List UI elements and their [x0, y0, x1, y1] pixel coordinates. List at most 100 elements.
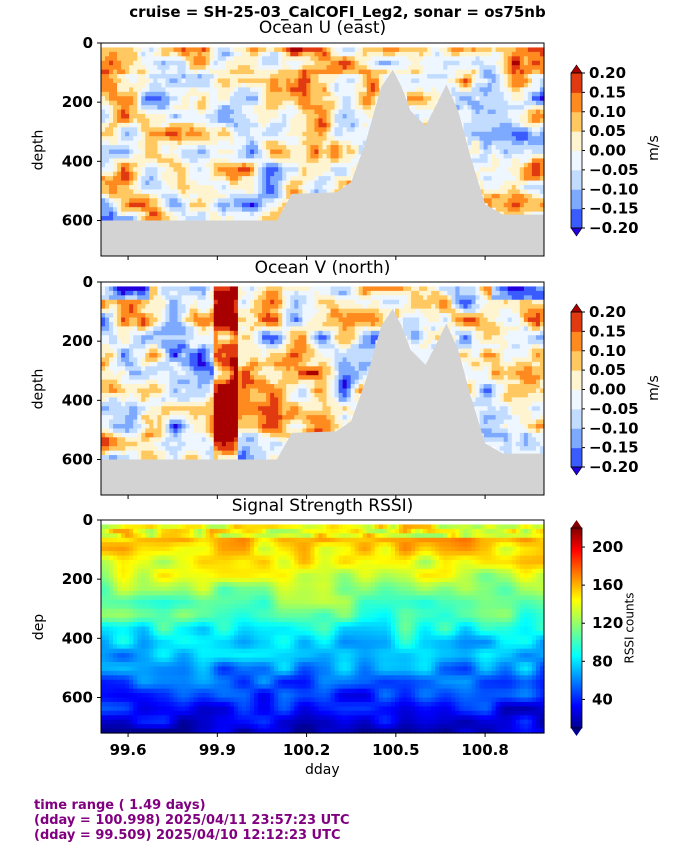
heatmap-cell [270, 131, 275, 137]
heatmap-cell [113, 176, 118, 182]
heatmap-cell [193, 105, 199, 111]
heatmap-cell [173, 216, 179, 222]
heatmap-cell [535, 105, 541, 111]
heatmap-cell [487, 171, 493, 177]
heatmap-cell [423, 47, 428, 53]
heatmap-cell [237, 47, 243, 53]
heatmap-cell [113, 299, 118, 305]
heatmap-cell [197, 313, 203, 319]
heatmap-cell [113, 158, 118, 164]
heatmap-cell [193, 321, 199, 327]
heatmap-cell [153, 299, 158, 305]
heatmap-cell [185, 176, 191, 182]
heatmap-cell [201, 69, 207, 75]
heatmap-cell [527, 207, 533, 213]
heatmap-cell [193, 424, 199, 430]
heatmap-cell [326, 131, 332, 137]
heatmap-cell [431, 96, 436, 102]
heatmap-cell [221, 361, 227, 367]
heatmap-cell [189, 424, 195, 430]
heatmap-cell [262, 198, 267, 204]
heatmap-cell [157, 109, 163, 115]
heatmap-cell [262, 189, 267, 195]
heatmap-cell [250, 56, 255, 62]
heatmap-cell [511, 131, 517, 137]
heatmap-cell [109, 339, 114, 345]
heatmap-cell [105, 105, 110, 111]
heatmap-cell [262, 51, 267, 57]
heatmap-cell [278, 207, 283, 213]
heatmap-cell [121, 96, 126, 102]
heatmap-cell [519, 185, 525, 191]
heatmap-cell [205, 193, 211, 199]
heatmap-cell [129, 114, 134, 120]
heatmap-cell [250, 180, 255, 186]
heatmap-cell [157, 176, 163, 182]
heatmap-cell [475, 171, 481, 177]
heatmap-cell [101, 330, 106, 336]
heatmap-cell [117, 406, 122, 412]
heatmap-cell [495, 180, 501, 186]
heatmap-cell [294, 96, 299, 102]
heatmap-cell [258, 299, 263, 305]
heatmap-cell [137, 185, 142, 191]
heatmap-cell [157, 140, 163, 146]
heatmap-cell [145, 384, 150, 390]
heatmap-cell [161, 69, 167, 75]
heatmap-cell [165, 339, 171, 345]
heatmap-cell [101, 290, 106, 296]
heatmap-cell [133, 304, 138, 310]
heatmap-cell [225, 51, 231, 57]
heatmap-cell [149, 167, 154, 173]
heatmap-cell [129, 348, 134, 354]
heatmap-cell [133, 397, 138, 403]
heatmap-cell [415, 65, 420, 71]
heatmap-cell [302, 109, 307, 115]
heatmap-cell [101, 56, 106, 62]
heatmap-cell [278, 162, 283, 168]
heatmap-cell [117, 353, 122, 359]
heatmap-cell [306, 87, 312, 93]
heatmap-cell [487, 100, 493, 106]
heatmap-cell [330, 96, 336, 102]
heatmap-cell [137, 441, 142, 447]
heatmap-cell [221, 326, 227, 332]
heatmap-cell [105, 299, 110, 305]
heatmap-cell [282, 167, 287, 173]
heatmap-cell [137, 424, 142, 430]
heatmap-cell [479, 136, 485, 142]
heatmap-cell [447, 74, 452, 80]
heatmap-cell [423, 51, 428, 57]
heatmap-cell [213, 158, 219, 164]
heatmap-cell [250, 397, 255, 403]
heatmap-cell [169, 397, 175, 403]
heatmap-cell [177, 153, 183, 159]
heatmap-cell [205, 450, 211, 456]
heatmap-cell [149, 326, 154, 332]
heatmap-cell [225, 78, 231, 84]
heatmap-cell [125, 185, 130, 191]
heatmap-cell [519, 211, 525, 217]
heatmap-cell [399, 51, 404, 57]
heatmap-cell [205, 114, 211, 120]
heatmap-cell [229, 295, 235, 301]
heatmap-cell [153, 286, 158, 292]
colorbar-tick-label: 0.15 [589, 83, 626, 101]
heatmap-cell [213, 114, 219, 120]
heatmap-cell [201, 366, 207, 372]
heatmap-cell [531, 185, 537, 191]
heatmap-cell [117, 198, 122, 204]
heatmap-cell [101, 384, 106, 390]
heatmap-cell [125, 60, 130, 66]
heatmap-cell [326, 100, 332, 106]
heatmap-cell [125, 207, 130, 213]
heatmap-cell [157, 313, 163, 319]
heatmap-cell [342, 69, 348, 75]
heatmap-cell [511, 60, 517, 66]
heatmap-cell [274, 60, 279, 66]
heatmap-cell [346, 91, 352, 97]
heatmap-cell [511, 167, 517, 173]
heatmap-cell [527, 167, 533, 173]
heatmap-cell [129, 397, 134, 403]
heatmap-cell [250, 286, 255, 292]
